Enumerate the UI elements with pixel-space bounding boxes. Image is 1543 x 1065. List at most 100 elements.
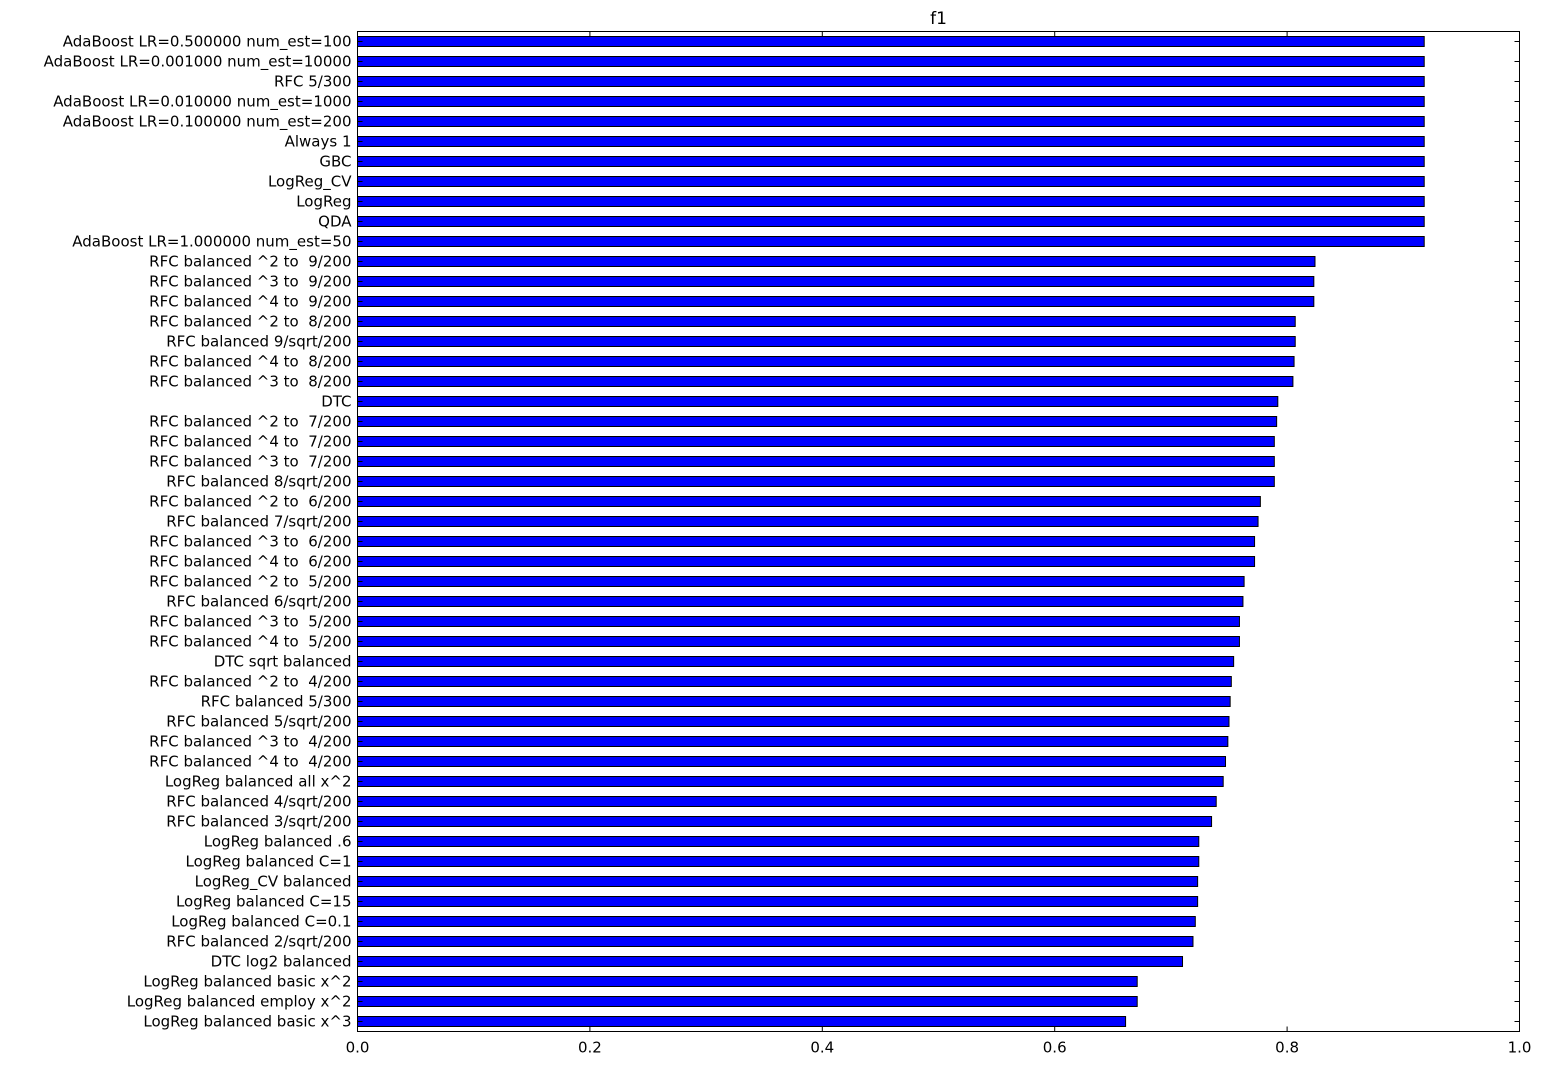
x-tick-label: 0.0 (346, 1039, 370, 1057)
category-label: RFC balanced ^2 to 9/200 (149, 253, 351, 271)
category-label: RFC balanced ^3 to 9/200 (149, 273, 351, 291)
bar (357, 916, 1196, 927)
category-label: RFC balanced ^3 to 4/200 (149, 733, 351, 751)
category-label: AdaBoost LR=0.500000 num_est=100 (63, 33, 352, 52)
bar (357, 896, 1199, 907)
bar (357, 636, 1240, 647)
bar (357, 296, 1315, 307)
plot-frame (357, 31, 1520, 1032)
bar (357, 216, 1425, 227)
category-label: RFC balanced ^2 to 5/200 (149, 573, 351, 591)
category-label: RFC balanced 9/sqrt/200 (166, 333, 351, 351)
bar (357, 416, 1278, 427)
bar (357, 176, 1425, 187)
bar (357, 316, 1296, 327)
bar (357, 356, 1295, 367)
bar (357, 976, 1138, 987)
bar (357, 936, 1194, 947)
bar (357, 556, 1256, 567)
x-tick-label: 0.2 (578, 1039, 602, 1057)
category-label: RFC balanced ^3 to 6/200 (149, 533, 351, 551)
category-label: RFC balanced 8/sqrt/200 (166, 473, 351, 491)
ticks-group (357, 31, 1520, 1032)
bar (357, 576, 1245, 587)
category-label: AdaBoost LR=1.000000 num_est=50 (72, 233, 351, 252)
category-label: RFC balanced 5/sqrt/200 (166, 713, 351, 731)
category-label: LogReg_CV balanced (195, 873, 352, 892)
category-label: RFC balanced 2/sqrt/200 (166, 933, 351, 951)
bar (357, 136, 1425, 147)
bar (357, 996, 1138, 1007)
category-label: RFC balanced ^2 to 4/200 (149, 673, 351, 691)
bar (357, 656, 1235, 667)
x-tick-labels-group: 0.0 0.2 0.4 0.6 0.8 1.0 (346, 1039, 1532, 1057)
category-label: LogReg_CV (268, 173, 352, 192)
bar (357, 196, 1425, 207)
bar (357, 956, 1184, 967)
category-label: RFC balanced 3/sqrt/200 (166, 813, 351, 831)
category-label: LogReg balanced .6 (204, 833, 352, 851)
category-label: RFC balanced 6/sqrt/200 (166, 593, 351, 611)
category-label: RFC balanced ^4 to 4/200 (149, 753, 351, 771)
bar (357, 676, 1232, 687)
bar (357, 376, 1294, 387)
bar (357, 716, 1230, 727)
category-label: AdaBoost LR=0.001000 num_est=10000 (44, 53, 352, 72)
bar (357, 796, 1217, 807)
category-label: RFC balanced ^3 to 7/200 (149, 453, 351, 471)
category-label: GBC (319, 153, 351, 171)
bar (357, 336, 1296, 347)
bar (357, 276, 1315, 287)
category-label: LogReg balanced C=1 (186, 853, 352, 871)
category-label: RFC balanced 7/sqrt/200 (166, 513, 351, 531)
category-label: RFC balanced ^4 to 9/200 (149, 293, 351, 311)
category-label: LogReg balanced basic x^2 (143, 973, 351, 991)
bar (357, 696, 1231, 707)
bar (357, 56, 1425, 67)
category-labels-group: AdaBoost LR=0.500000 num_est=100AdaBoost… (44, 33, 353, 1031)
category-label: RFC balanced ^2 to 8/200 (149, 313, 351, 331)
bar (357, 236, 1425, 247)
category-label: RFC balanced ^2 to 7/200 (149, 413, 351, 431)
category-label: LogReg balanced employ x^2 (127, 993, 352, 1011)
category-label: AdaBoost LR=0.100000 num_est=200 (63, 113, 352, 132)
x-tick-label: 1.0 (1508, 1039, 1532, 1057)
bar (357, 856, 1200, 867)
bar (357, 496, 1261, 507)
bar (357, 476, 1275, 487)
category-label: LogReg balanced C=0.1 (171, 913, 351, 931)
bar (357, 436, 1275, 447)
bar (357, 536, 1256, 547)
category-label: DTC (321, 393, 351, 411)
bar (357, 36, 1425, 47)
category-label: Always 1 (285, 133, 352, 151)
bar (357, 256, 1316, 267)
x-tick-label: 0.4 (810, 1039, 834, 1057)
chart-title: f1 (930, 9, 947, 29)
bar (357, 76, 1425, 87)
category-label: RFC balanced ^2 to 6/200 (149, 493, 351, 511)
category-label: QDA (318, 213, 352, 231)
bar (357, 776, 1224, 787)
bar (357, 596, 1244, 607)
category-label: AdaBoost LR=0.010000 num_est=1000 (53, 93, 351, 112)
category-label: LogReg balanced C=15 (176, 893, 352, 911)
bar (357, 116, 1425, 127)
category-label: LogReg balanced basic x^3 (143, 1013, 351, 1031)
bar (357, 96, 1425, 107)
category-label: DTC sqrt balanced (214, 653, 352, 671)
bar (357, 616, 1240, 627)
category-label: RFC balanced 5/300 (201, 693, 352, 711)
bar (357, 396, 1279, 407)
category-label: LogReg (296, 193, 351, 211)
category-label: RFC 5/300 (274, 73, 352, 91)
bar (357, 456, 1275, 467)
category-label: RFC balanced ^3 to 5/200 (149, 613, 351, 631)
category-label: RFC balanced ^4 to 6/200 (149, 553, 351, 571)
bars-group (357, 36, 1425, 1027)
x-tick-label: 0.8 (1275, 1039, 1299, 1057)
bar (357, 836, 1200, 847)
category-label: RFC balanced ^4 to 8/200 (149, 353, 351, 371)
bar (357, 736, 1229, 747)
